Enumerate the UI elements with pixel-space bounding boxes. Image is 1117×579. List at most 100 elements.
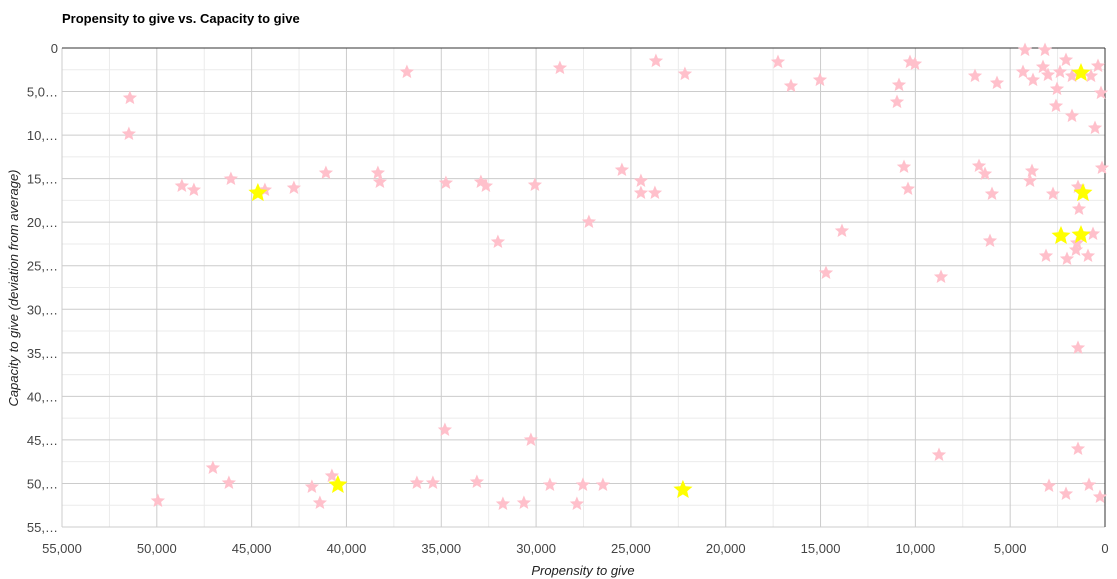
- y-tick-label: 55,…: [27, 520, 58, 535]
- y-tick-label: 35,…: [27, 346, 58, 361]
- pink-star-point: [834, 223, 850, 237]
- x-tick-label: 20,000: [706, 541, 746, 556]
- pink-star-point: [372, 174, 387, 188]
- pink-star-point: [150, 493, 165, 507]
- pink-star-point: [304, 479, 319, 493]
- y-tick-label: 0: [51, 41, 58, 56]
- pink-star-point: [984, 186, 1000, 200]
- pink-star-point: [648, 53, 664, 68]
- chart-title: Propensity to give vs. Capacity to give: [62, 11, 300, 26]
- pink-star-point: [1080, 248, 1096, 262]
- pink-star-point: [121, 126, 136, 140]
- pink-star-point: [933, 269, 949, 283]
- pink-star-point: [1087, 120, 1103, 135]
- pink-star-point: [318, 165, 333, 179]
- pink-star-point: [1092, 489, 1108, 503]
- pink-star-point: [818, 265, 834, 279]
- pink-star-point: [425, 475, 440, 489]
- x-tick-label: 55,000: [42, 541, 82, 556]
- x-tick-label: 0: [1101, 541, 1108, 556]
- y-tick-label: 30,…: [27, 302, 58, 317]
- pink-star-point: [409, 475, 424, 489]
- yellow-star-point: [1071, 225, 1091, 244]
- pink-star-point: [1070, 340, 1086, 354]
- pink-star-point: [478, 178, 493, 192]
- yellow-star-point: [248, 183, 268, 202]
- pink-star-point: [967, 68, 983, 83]
- pink-star-point: [312, 495, 327, 509]
- pink-star-point: [1058, 52, 1074, 67]
- pink-star-point: [889, 94, 905, 109]
- pink-star-point: [1045, 186, 1061, 200]
- pink-star-point: [1025, 72, 1041, 87]
- pink-star-point: [783, 78, 799, 93]
- pink-star-point: [1035, 59, 1051, 74]
- pink-star-point: [1085, 226, 1101, 240]
- x-tick-label: 15,000: [801, 541, 841, 556]
- pink-star-point: [931, 447, 947, 461]
- pink-star-point: [370, 165, 385, 179]
- pink-star-point: [907, 56, 923, 71]
- yellow-star-point: [328, 474, 348, 493]
- pink-star-point: [1058, 486, 1074, 500]
- pink-star-point: [1064, 108, 1080, 123]
- pink-star-point: [770, 54, 786, 69]
- pink-star-point: [569, 496, 585, 510]
- data-points: [121, 42, 1110, 510]
- pink-star-point: [989, 75, 1005, 90]
- y-tick-label: 15,…: [27, 172, 58, 187]
- pink-star-point: [1094, 160, 1110, 174]
- pink-star-point: [205, 460, 220, 474]
- pink-star-point: [891, 77, 907, 92]
- x-tick-label: 50,000: [137, 541, 177, 556]
- pink-star-point: [186, 182, 201, 196]
- pink-star-point: [1049, 81, 1065, 96]
- pink-star-point: [1071, 201, 1087, 215]
- pink-star-point: [977, 166, 993, 180]
- x-tick-label: 25,000: [611, 541, 651, 556]
- yellow-star-point: [673, 479, 693, 498]
- pink-star-point: [614, 162, 630, 176]
- pink-star-point: [221, 475, 236, 489]
- pink-star-point: [900, 181, 916, 195]
- pink-star-point: [122, 90, 137, 105]
- pink-star-point: [1064, 68, 1080, 83]
- pink-star-point: [1083, 68, 1099, 83]
- x-axis-title: Propensity to give: [531, 563, 634, 578]
- pink-star-point: [982, 233, 998, 247]
- pink-star-point: [1015, 64, 1031, 79]
- x-tick-label: 5,000: [994, 541, 1027, 556]
- x-tick-label: 10,000: [895, 541, 935, 556]
- pink-star-point: [469, 474, 484, 488]
- pink-star-point: [1093, 85, 1109, 100]
- y-axis-ticks: 0 5,0… 10,… 15,… 20,… 25,… 30,… 35,… 40,… 45,… 50,…: [27, 41, 58, 535]
- pink-star-point: [1059, 251, 1075, 265]
- pink-star-point: [971, 158, 987, 172]
- pink-star-point: [174, 178, 189, 192]
- pink-star-point: [1069, 235, 1085, 249]
- y-tick-label: 20,…: [27, 215, 58, 230]
- pink-star-point: [286, 180, 301, 194]
- pink-star-point: [896, 159, 912, 173]
- pink-star-point: [527, 177, 542, 191]
- pink-star-point: [516, 495, 531, 509]
- pink-star-point: [1040, 67, 1056, 82]
- pink-star-point: [1017, 42, 1033, 57]
- pink-star-point: [647, 185, 663, 199]
- pink-star-point: [812, 72, 828, 87]
- y-tick-label: 5,0…: [27, 85, 58, 100]
- y-tick-label: 45,…: [27, 433, 58, 448]
- pink-star-point: [633, 173, 649, 187]
- pink-star-point: [595, 477, 611, 491]
- pink-star-point: [1041, 478, 1057, 492]
- pink-star-point: [1038, 248, 1054, 262]
- x-tick-label: 40,000: [327, 541, 367, 556]
- pink-star-point: [1022, 173, 1038, 187]
- gridlines: [61, 47, 1106, 528]
- pink-star-point: [490, 234, 506, 248]
- pink-star-point: [1070, 441, 1086, 455]
- pink-star-point: [523, 432, 538, 446]
- yellow-star-point: [1051, 226, 1071, 244]
- pink-star-point: [437, 422, 452, 436]
